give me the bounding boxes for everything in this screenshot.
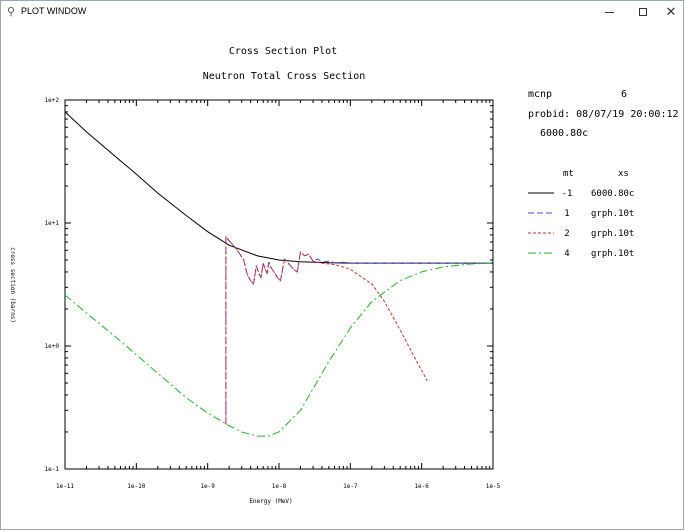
legend-mt: 2: [564, 229, 569, 239]
legend-mt: 1: [564, 209, 569, 219]
x-tick-label: 1e-9: [200, 483, 215, 490]
x-tick-label: 1e-6: [414, 483, 429, 490]
y-tick-label: 1e+2: [45, 97, 60, 104]
code-label: mcnp: [528, 89, 552, 100]
axis-ticks: 1e-11 1e-10 1e-9 1e-8 1e-7 1e-6 1e-5 1e-1 1e+0 1e…: [45, 97, 501, 490]
close-icon: ✕: [665, 4, 677, 20]
legend-xs: grph.10t: [591, 229, 634, 239]
plot-window-icon: ⚲: [7, 5, 16, 18]
legend-xs: 6000.80c: [591, 189, 634, 199]
x-tick-label: 1e-8: [272, 483, 287, 490]
series-group: [64, 111, 494, 437]
y-tick-label: 1e-1: [45, 466, 60, 473]
maximize-button[interactable]: [628, 1, 658, 23]
plot-frame: [64, 99, 494, 470]
series-line-3: [225, 235, 428, 425]
y-axis-label: cross section (barns): [9, 247, 16, 323]
x-axis-label: Energy (MeV): [249, 498, 292, 505]
legend-header-mt: mt: [563, 169, 574, 179]
title-bar[interactable]: ⚲ PLOT WINDOW ✕: [1, 1, 683, 23]
legend: -1 6000.80c 1 grph.10t 2 grph.10t 4 grph.10t: [528, 189, 634, 259]
minimize-icon: [604, 11, 614, 13]
probid-text: probid: 08/07/19 20:00:12: [528, 109, 679, 120]
window-title: PLOT WINDOW: [21, 6, 87, 16]
legend-header-xs: xs: [618, 169, 629, 179]
x-tick-label: 1e-11: [56, 483, 74, 490]
plot-title: Cross Section Plot: [229, 46, 337, 57]
plot-subtitle: Neutron Total Cross Section: [203, 71, 366, 82]
maximize-icon: [639, 8, 647, 16]
x-tick-label: 1e-7: [343, 483, 358, 490]
plot-canvas: Cross Section Plot Neutron Total Cross S…: [9, 46, 679, 505]
legend-mt: -1: [562, 189, 573, 199]
x-tick-label: 1e-5: [486, 483, 501, 490]
y-tick-label: 1e+0: [45, 343, 60, 350]
material-id: 6000.80c: [540, 128, 588, 139]
code-version: 6: [621, 89, 627, 100]
legend-mt: 4: [564, 249, 569, 259]
series-line-1: [64, 111, 493, 264]
series-line-2: [225, 235, 493, 425]
legend-xs: grph.10t: [591, 249, 634, 259]
y-tick-label: 1e+1: [45, 220, 60, 227]
legend-xs: grph.10t: [591, 209, 634, 219]
minimize-button[interactable]: [594, 1, 624, 23]
series-line-4: [64, 262, 494, 437]
close-button[interactable]: ✕: [656, 1, 685, 23]
x-tick-label: 1e-10: [127, 483, 145, 490]
